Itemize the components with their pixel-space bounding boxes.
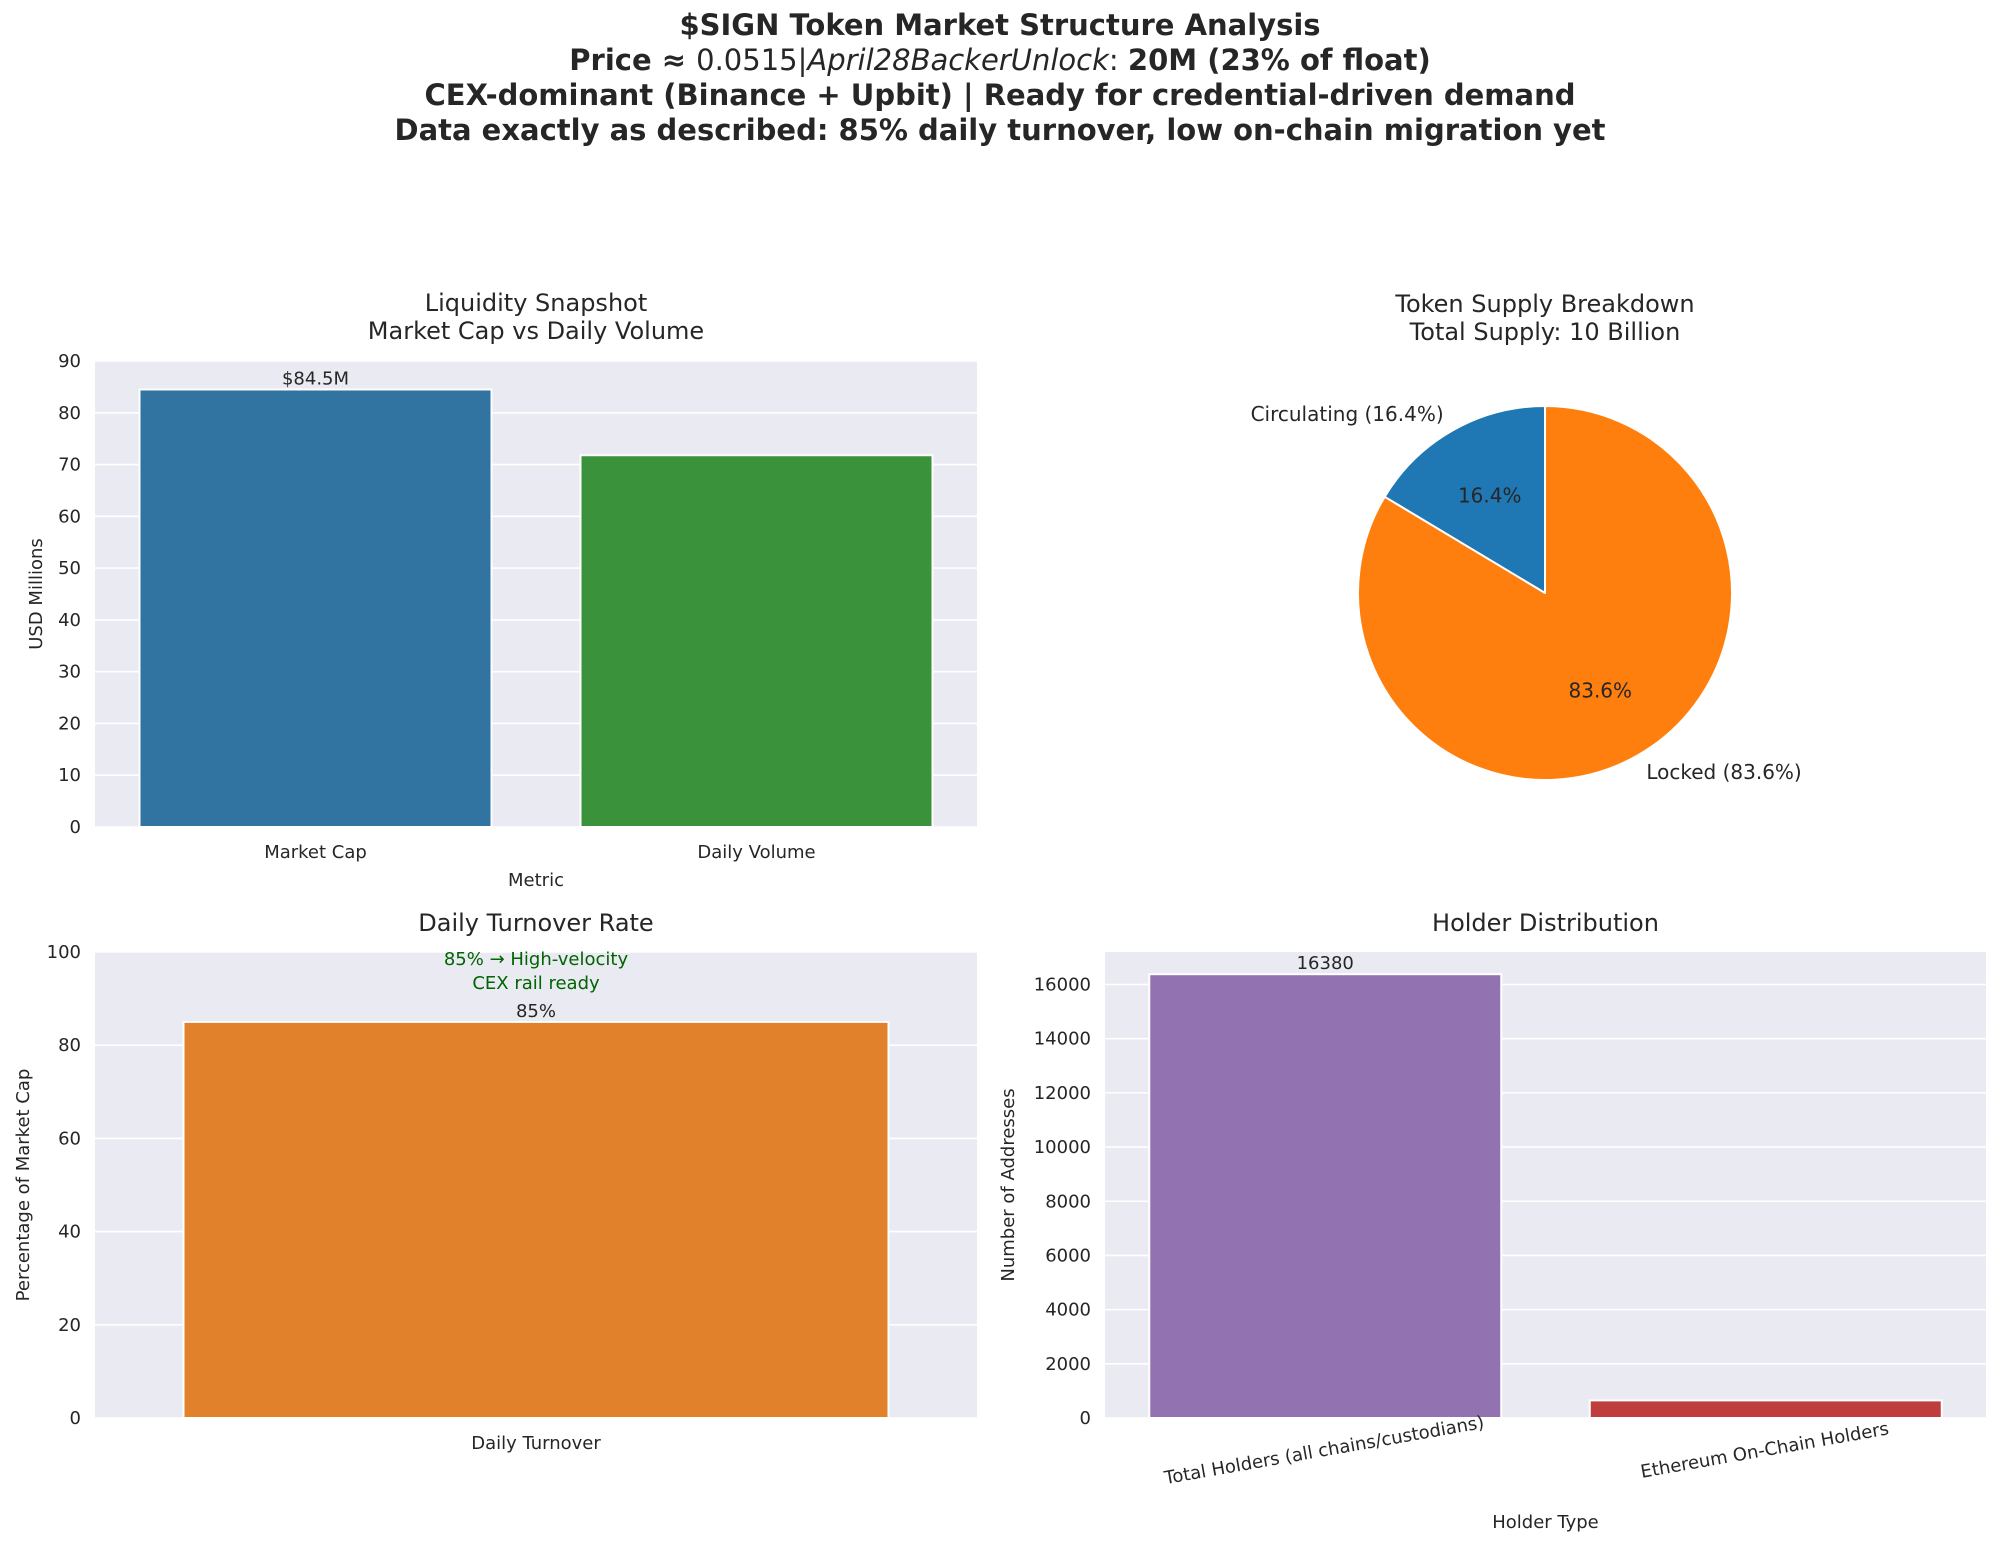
turnover-annotation-line-1: 85% → High-velocity (444, 949, 629, 970)
turnover-bar-1 (182, 1020, 890, 1420)
suptitle-line-2: Price ≈ 0.0515|April28BackerUnlock: 20M … (0, 43, 2000, 78)
turnover-ytick-label: 20 (58, 1315, 81, 1336)
liquidity-ytick-label: 60 (58, 506, 81, 527)
liquidity-ytick-label: 0 (70, 817, 81, 838)
liquidity-axes: 0 10 20 30 40 50 60 70 80 90 $84.5M Market Cap Daily… (26, 289, 977, 891)
supply-slice-label-2: Locked (83.6%) (1646, 760, 1801, 784)
holders-ytick-label: 4000 (1045, 1300, 1091, 1321)
turnover-ytick-label: 80 (58, 1035, 81, 1056)
holders-xtick-label: Ethereum On-Chain Holders (1639, 1418, 1891, 1482)
holders-bar-label-1: 16380 (1297, 953, 1354, 974)
holders-ytick-label: 2000 (1045, 1354, 1091, 1375)
turnover-xtick-label: Daily Turnover (471, 1433, 601, 1454)
supply-pie: 16.4% Circulating (16.4%) 83.6% Locked (83.… (1251, 290, 1802, 784)
liquidity-title-line-2: Market Cap vs Daily Volume (368, 317, 704, 345)
turnover-title: Daily Turnover Rate (418, 909, 653, 937)
liquidity-bar-1 (138, 388, 493, 828)
liquidity-ytick-label: 80 (58, 403, 81, 424)
liquidity-ylabel: USD Millions (26, 538, 47, 650)
liquidity-bar-label-1: $84.5M (282, 368, 349, 389)
supply-slice-label-1: Circulating (16.4%) (1251, 402, 1444, 426)
holders-ytick-label: 10000 (1034, 1137, 1091, 1158)
liquidity-xlabel: Metric (508, 870, 564, 891)
figure-suptitle: $SIGN Token Market Structure Analysis Pr… (0, 8, 2000, 148)
liquidity-title-line-1: Liquidity Snapshot (425, 289, 648, 317)
suptitle-line-1: $SIGN Token Market Structure Analysis (679, 8, 1321, 42)
liquidity-ytick-label: 90 (58, 351, 81, 372)
holders-xtick-label: Total Holders (all chains/custodians) (1162, 1412, 1486, 1489)
turnover-annotation-line-2: CEX rail ready (472, 973, 600, 994)
holders-ytick-label: 12000 (1034, 1083, 1091, 1104)
supply-slice-1 (1383, 405, 1546, 594)
liquidity-ytick-label: 10 (58, 765, 81, 786)
holders-bar-2 (1588, 1399, 1943, 1419)
turnover-ytick-label: 0 (70, 1408, 81, 1429)
turnover-ytick-label: 60 (58, 1128, 81, 1149)
liquidity-ytick-label: 50 (58, 558, 81, 579)
supply-slice-pct-2: 83.6% (1569, 679, 1633, 703)
holders-ytick-label: 0 (1080, 1408, 1091, 1429)
liquidity-xtick-label: Market Cap (264, 842, 367, 863)
suptitle-line-2-prefix: Price ≈ (569, 43, 697, 77)
supply-slice-pct-1: 16.4% (1458, 483, 1522, 507)
suptitle-line-3: CEX-dominant (Binance + Upbit) | Ready f… (424, 78, 1576, 112)
supply-title-line-1: Token Supply Breakdown (1394, 290, 1694, 318)
turnover-ylabel: Percentage of Market Cap (13, 1069, 34, 1302)
holders-ytick-label: 16000 (1034, 975, 1091, 996)
turnover-bar-label-1: 85% (516, 1001, 556, 1022)
supply-slice-2 (1356, 405, 1733, 781)
liquidity-ytick-label: 30 (58, 662, 81, 683)
liquidity-ytick-label: 40 (58, 610, 81, 631)
turnover-ytick-label: 100 (47, 942, 81, 963)
holders-ylabel: Number of Addresses (998, 1088, 1019, 1281)
holders-axes: 0 2000 4000 6000 8000 10000 12000 14000 16000 163… (998, 909, 1986, 1533)
liquidity-ytick-label: 70 (58, 455, 81, 476)
turnover-ytick-label: 40 (58, 1222, 81, 1243)
holders-xlabel: Holder Type (1492, 1512, 1599, 1533)
holders-bar-1 (1148, 973, 1503, 1420)
suptitle-line-2-math-b: April28BackerUnlock (807, 43, 1109, 77)
holders-ytick-label: 14000 (1034, 1029, 1091, 1050)
liquidity-bar-2 (579, 454, 934, 828)
holders-ytick-label: 6000 (1045, 1245, 1091, 1266)
liquidity-ytick-label: 20 (58, 713, 81, 734)
suptitle-line-4: Data exactly as described: 85% daily tur… (394, 113, 1606, 147)
liquidity-xtick-label: Daily Volume (697, 842, 815, 863)
holders-ytick-label: 8000 (1045, 1191, 1091, 1212)
suptitle-line-2-math-c: : (1108, 43, 1128, 77)
holders-title: Holder Distribution (1432, 909, 1659, 937)
supply-title-line-2: Total Supply: 10 Billion (1409, 318, 1681, 346)
suptitle-line-2-math-a: 0.0515| (696, 43, 808, 77)
turnover-axes: 0 20 40 60 80 100 85% Daily Turnover Percentage … (13, 909, 977, 1454)
suptitle-line-2-suffix: 20M (23% of float) (1127, 43, 1431, 77)
